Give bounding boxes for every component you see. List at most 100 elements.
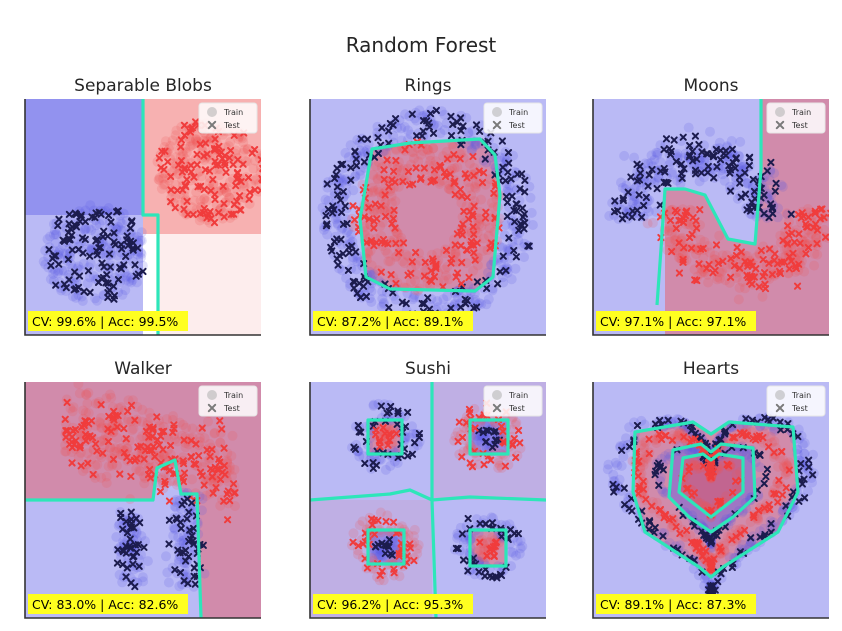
- test-point: [199, 541, 207, 549]
- test-point: [704, 162, 712, 171]
- train-point: [368, 185, 379, 196]
- train-point: [230, 148, 241, 159]
- train-point: [391, 252, 401, 262]
- test-point: [719, 257, 727, 265]
- test-point: [430, 176, 439, 184]
- test-point: [692, 544, 700, 552]
- train-point: [640, 158, 651, 169]
- test-point: [458, 192, 466, 200]
- train-point: [177, 536, 188, 546]
- test-point: [113, 559, 122, 567]
- test-point: [693, 224, 701, 232]
- train-point: [643, 158, 654, 169]
- train-point: [94, 219, 105, 230]
- legend-test-marker: [207, 403, 217, 413]
- train-point: [731, 272, 742, 283]
- test-point: [721, 428, 729, 436]
- train-point: [368, 169, 378, 180]
- test-point: [140, 455, 148, 463]
- train-point: [169, 524, 180, 535]
- test-point: [796, 239, 804, 247]
- test-point: [223, 516, 232, 524]
- test-point: [104, 437, 112, 446]
- test-point: [672, 157, 680, 166]
- test-point: [72, 223, 81, 231]
- test-point: [376, 571, 384, 579]
- train-point: [394, 571, 405, 582]
- legend-test-marker: [492, 120, 502, 130]
- test-point: [447, 132, 456, 140]
- test-point: [200, 204, 208, 213]
- test-point: [373, 215, 381, 223]
- train-point: [377, 293, 388, 304]
- train-point: [662, 236, 673, 247]
- test-point: [110, 295, 118, 303]
- test-point: [479, 428, 487, 437]
- score-text: CV: 97.1% | Acc: 97.1%: [600, 314, 746, 329]
- train-point: [352, 252, 363, 263]
- test-point: [382, 517, 390, 526]
- train-point: [651, 147, 662, 158]
- test-point: [469, 223, 477, 231]
- train-point: [694, 176, 705, 187]
- legend-train-label: Train: [508, 391, 528, 400]
- test-point: [145, 433, 153, 441]
- train-point: [73, 241, 84, 252]
- test-point: [80, 287, 88, 295]
- train-point: [794, 251, 805, 262]
- test-point: [158, 147, 166, 155]
- test-point: [230, 200, 238, 209]
- train-point: [461, 201, 472, 211]
- train-point: [117, 289, 128, 300]
- train-point: [469, 163, 480, 174]
- train-point: [195, 166, 205, 177]
- test-point: [64, 255, 72, 263]
- test-point: [165, 516, 174, 524]
- train-point: [466, 145, 477, 156]
- test-point: [626, 443, 634, 451]
- test-point: [183, 175, 191, 184]
- test-point: [122, 549, 130, 557]
- test-point: [651, 420, 660, 428]
- test-point: [231, 489, 239, 497]
- train-point: [692, 464, 702, 474]
- test-point: [66, 440, 74, 448]
- train-point: [59, 265, 69, 276]
- train-point: [508, 242, 519, 253]
- test-point: [181, 181, 189, 189]
- train-point: [242, 156, 253, 167]
- train-point: [400, 109, 411, 120]
- train-point: [717, 266, 728, 276]
- test-point: [84, 459, 92, 467]
- test-point: [337, 235, 345, 244]
- test-point: [134, 270, 143, 278]
- test-point: [677, 170, 686, 178]
- test-point: [399, 239, 408, 247]
- test-point: [691, 539, 699, 547]
- test-point: [218, 155, 227, 163]
- train-point: [196, 171, 207, 182]
- test-point: [524, 242, 532, 250]
- test-point: [768, 203, 776, 211]
- test-point: [257, 156, 261, 164]
- train-point: [86, 244, 97, 255]
- test-point: [193, 150, 201, 159]
- train-point: [665, 157, 676, 167]
- legend-test-marker: [775, 403, 785, 413]
- train-point: [369, 563, 380, 574]
- test-point: [510, 218, 519, 226]
- test-point: [148, 446, 156, 455]
- train-point: [381, 147, 392, 158]
- test-point: [354, 542, 362, 550]
- train-point: [344, 234, 355, 245]
- plot-area: [310, 382, 546, 618]
- test-point: [389, 289, 397, 297]
- test-point: [69, 427, 77, 435]
- test-point: [63, 398, 71, 407]
- test-point: [134, 244, 142, 252]
- train-point: [498, 277, 509, 288]
- test-point: [372, 461, 381, 469]
- train-point: [378, 575, 389, 586]
